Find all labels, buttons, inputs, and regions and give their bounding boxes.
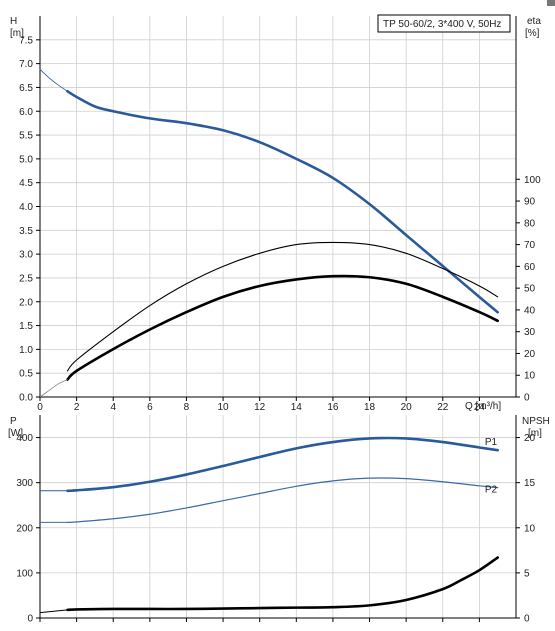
top-right-tick-label: 60 [524, 262, 536, 273]
bottom-left-tick-label: 300 [16, 478, 33, 489]
top-curves [39, 68, 499, 398]
top-left-tick-label: 3.0 [19, 250, 33, 261]
top-right-tick-label: 70 [524, 240, 536, 251]
top-xlabel: Q [m³/h] [465, 401, 501, 412]
top-x-tick-label: 6 [147, 402, 153, 413]
top-right-tick-label: 100 [524, 175, 541, 186]
p1-curve-label: P1 [485, 437, 498, 448]
top-left-tick-label: 2.5 [19, 273, 33, 284]
top-x-tick-label: 14 [291, 402, 303, 413]
bottom-left-tick-label: 100 [16, 568, 33, 579]
top-left-tick-label: 6.0 [19, 107, 33, 118]
bottom-ylabel-left-symbol: P [10, 416, 17, 427]
top-left-tick-label: 0.5 [19, 369, 33, 380]
top-left-tick-label: 3.5 [19, 226, 33, 237]
top-left-tick-label: 5.0 [19, 154, 33, 165]
chart-title-box [377, 14, 511, 33]
top-gridlines [40, 16, 516, 397]
bottom-left-tick-label: 0 [27, 614, 33, 625]
top-x-tick-label: 20 [401, 402, 413, 413]
bottom-curves [39, 436, 499, 614]
top-ylabel-left-unit: [m] [10, 28, 24, 39]
efficiency-curve-thin [66, 241, 499, 372]
head-curve [66, 89, 499, 314]
npsh-curve [66, 556, 499, 612]
top-left-tick-label: 7.5 [19, 35, 33, 46]
bottom-right-tick-label: 15 [524, 478, 536, 489]
bottom-right-tick-label: 10 [524, 523, 536, 534]
top-ylabel-right-unit: [%] [525, 28, 540, 39]
top-left-tick-label: 4.0 [19, 202, 33, 213]
top-ylabel-left-symbol: H [10, 16, 17, 27]
top-left-tick-label: 0.0 [19, 393, 33, 404]
top-right-tick-label: 0 [524, 393, 530, 404]
bottom-right-tick-label: 20 [524, 433, 536, 444]
p1-power-curve [66, 436, 499, 493]
top-right-tick-label: 80 [524, 218, 536, 229]
bottom-left-tick-label: 200 [16, 523, 33, 534]
efficiency-curve-extension [39, 379, 68, 398]
window-corner-marker [547, 0, 555, 6]
top-right-tick-label: 50 [524, 284, 536, 295]
bottom-tick-labels: 0 100 200 300 400 0 5 10 15 20 [16, 433, 535, 624]
bottom-ylabel-left-unit: [W] [8, 428, 23, 439]
top-left-tick-label: 7.0 [19, 59, 33, 70]
bottom-ylabel-right-unit: [m] [528, 428, 542, 439]
chart-title: TP 50-60/2, 3*400 V, 50Hz [383, 19, 501, 30]
p2-power-curve [66, 477, 499, 523]
top-right-tick-label: 30 [524, 327, 536, 338]
bottom-left-tick-label: 400 [16, 433, 33, 444]
bottom-right-tick-label: 5 [524, 568, 530, 579]
top-tick-labels: 0 2 4 6 8 10 12 14 16 18 20 22 240.00.51.01.52.02.53… [19, 35, 541, 413]
npsh-curve-lead [39, 609, 68, 614]
top-x-tick-label: 24 [474, 402, 486, 413]
top-x-tick-label: 8 [184, 402, 190, 413]
head-curve-extension [39, 68, 68, 92]
top-left-tick-label: 1.5 [19, 321, 33, 332]
top-left-tick-label: 6.5 [19, 83, 33, 94]
top-x-tick-label: 10 [218, 402, 230, 413]
top-left-tick-label: 5.5 [19, 131, 33, 142]
bottom-ylabel-right-symbol: NPSH [522, 416, 550, 427]
bottom-right-tick-label: 0 [524, 614, 530, 625]
top-left-tick-label: 1.0 [19, 345, 33, 356]
top-left-tick-label: 4.5 [19, 178, 33, 189]
top-x-tick-label: 18 [364, 402, 376, 413]
top-right-tick-label: 40 [524, 305, 536, 316]
top-left-tick-label: 2.0 [19, 297, 33, 308]
top-right-tick-label: 10 [524, 371, 536, 382]
p2-curve-label: P2 [485, 485, 498, 496]
top-x-tick-label: 12 [254, 402, 266, 413]
top-x-tick-label: 0 [37, 402, 43, 413]
top-right-tick-label: 20 [524, 349, 536, 360]
efficiency-curve-thick [66, 274, 499, 381]
top-x-tick-label: 4 [110, 402, 116, 413]
bottom-axes [39, 415, 517, 619]
top-x-tick-label: 22 [437, 402, 449, 413]
top-x-tick-label: 16 [327, 402, 339, 413]
top-right-tick-label: 90 [524, 197, 536, 208]
top-ylabel-right-symbol: eta [527, 16, 541, 27]
top-x-tick-label: 2 [74, 402, 80, 413]
